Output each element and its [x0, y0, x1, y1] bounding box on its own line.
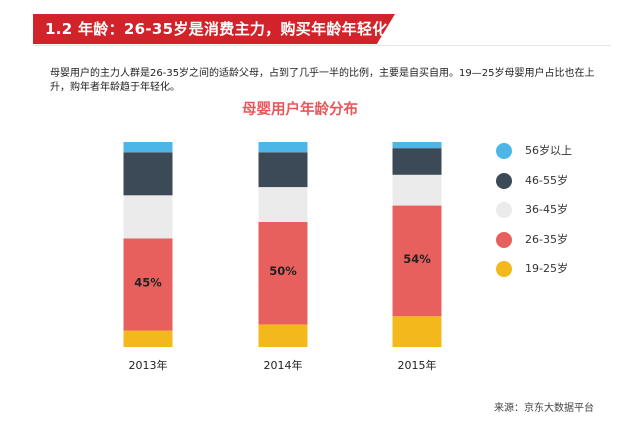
data-label-1: 45%	[134, 275, 162, 289]
chart-title: 母婴用户年龄分布	[242, 102, 358, 118]
legend-swatch	[496, 231, 512, 248]
header-band	[33, 14, 395, 44]
page-title: 1.2 年龄：26-35岁是消费主力，购买年龄年轻化	[45, 20, 388, 38]
bar-segment-2-series-1	[258, 324, 308, 347]
bar-segment-3-series-3	[392, 174, 442, 206]
legend-label: 56岁以上	[525, 144, 572, 157]
bar-segment-1-series-3	[123, 195, 173, 239]
data-label-2: 50%	[269, 264, 297, 278]
bar-segment-3-series-1	[392, 316, 442, 347]
bar-segment-1-series-2	[123, 238, 173, 331]
bar-segment-1-series-5	[123, 142, 173, 153]
description-text: 母婴用户的主力人群是26-35岁之间的适龄父母，占到了几乎一半的比例，主要是自买…	[50, 68, 595, 93]
bar-segment-2-series-5	[258, 142, 308, 153]
legend-swatch	[496, 202, 512, 218]
bar-segment-3-series-2	[392, 205, 442, 317]
x-tick-label-1: 2013年	[129, 358, 168, 372]
legend-swatch	[496, 261, 512, 277]
x-tick-label-3: 2015年	[398, 358, 437, 372]
legend-label: 26-35岁	[525, 232, 568, 246]
legend-label: 46-55岁	[525, 173, 568, 187]
bar-segment-1-series-4	[123, 152, 173, 196]
bar-segment-3-series-5	[392, 142, 442, 149]
legend-swatch	[496, 172, 512, 189]
source-note: 来源：京东大数据平台	[494, 403, 594, 414]
bar-segment-1-series-1	[123, 330, 173, 347]
bar-segment-2-series-3	[258, 187, 308, 222]
bar-segment-2-series-4	[258, 152, 308, 188]
bar-segment-3-series-4	[392, 148, 442, 175]
legend-label: 36-45岁	[525, 203, 568, 216]
x-tick-label-2: 2014年	[264, 358, 303, 372]
bar-segment-2-series-2	[258, 221, 308, 325]
legend-label: 19-25岁	[525, 262, 568, 275]
header-divider	[33, 45, 611, 46]
legend-swatch	[496, 143, 512, 159]
data-label-3: 54%	[403, 252, 431, 266]
